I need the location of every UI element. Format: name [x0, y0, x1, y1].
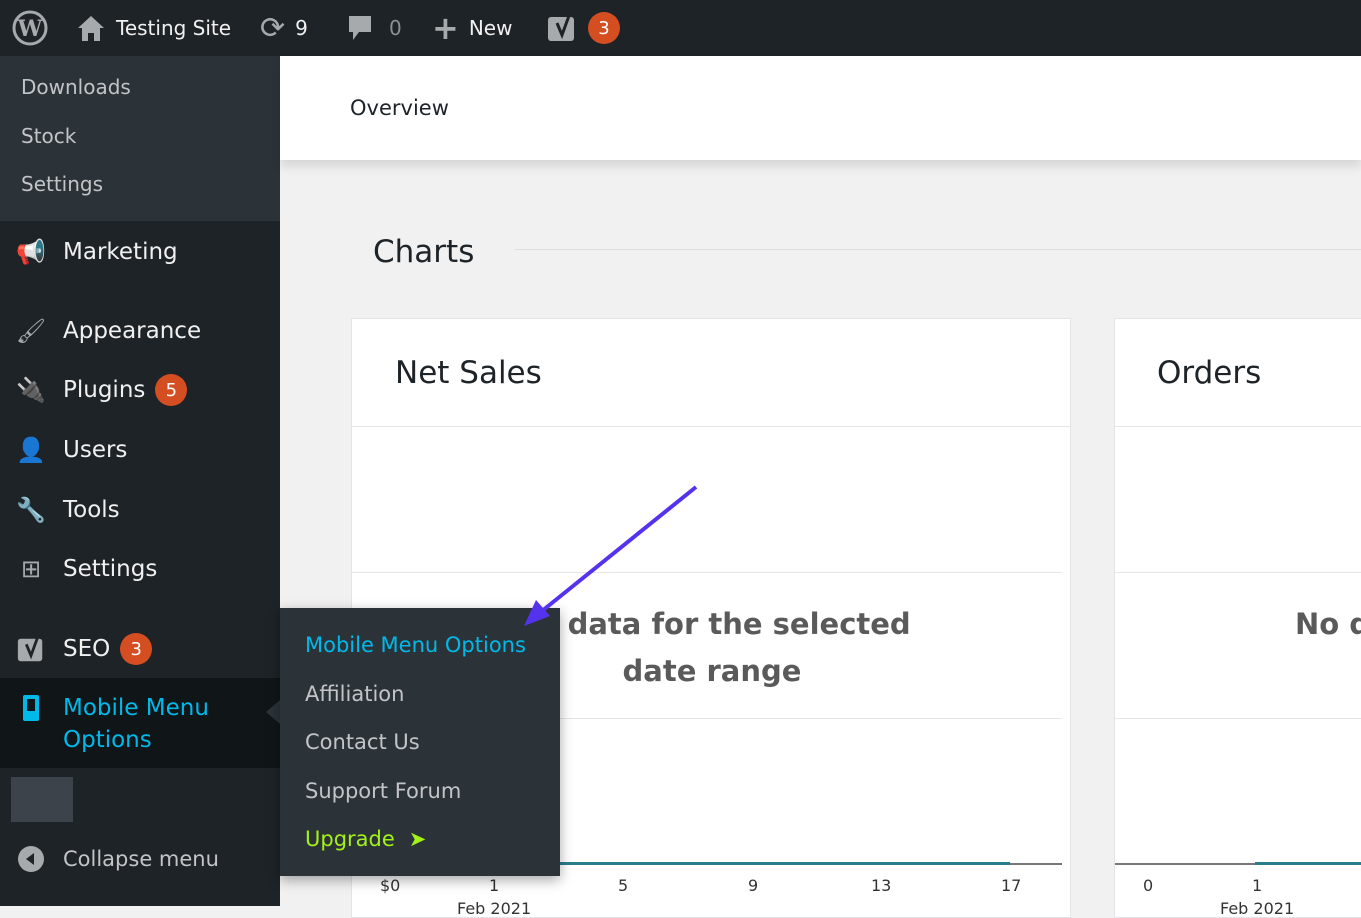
flyout-submenu: Mobile Menu Options Affiliation Contact … [280, 608, 560, 876]
admin-bar: W Testing Site ⟳ 9 0 + New 3 [0, 0, 1361, 56]
sidebar-item-label: Appearance [63, 318, 202, 344]
x-axis [1115, 863, 1361, 865]
sidebar-item-label: Mobile Menu Options [63, 695, 209, 753]
refresh-icon: ⟳ [260, 10, 286, 46]
y-tick-label: $0 [380, 876, 401, 895]
sidebar-item-marketing[interactable]: 📢 Marketing [0, 234, 280, 270]
plugins-badge: 5 [155, 374, 188, 406]
yoast-icon [14, 632, 48, 666]
sidebar-item-seo[interactable]: SEO 3 [0, 630, 280, 668]
flyout-item-affiliation[interactable]: Affiliation [305, 682, 405, 706]
sidebar-item-label: SEO [63, 636, 111, 662]
comment-icon [347, 14, 373, 42]
seo-badge: 3 [588, 12, 620, 44]
yoast-icon [546, 11, 578, 45]
x-tick-label: 13 [871, 876, 892, 895]
site-name: Testing Site [116, 16, 232, 40]
seo-badge: 3 [120, 633, 153, 665]
orders-line [1255, 862, 1361, 865]
sidebar-item-settings[interactable]: ⊞ Settings [0, 551, 280, 587]
card-divider [1115, 426, 1361, 427]
mobile-icon [22, 694, 40, 726]
placeholder-block [11, 777, 73, 822]
submenu-item-settings[interactable]: Settings [21, 172, 104, 196]
sales-line [492, 862, 1010, 865]
flyout-item-support-forum[interactable]: Support Forum [305, 779, 462, 803]
wordpress-logo-icon[interactable]: W [12, 0, 48, 56]
submenu-item-downloads[interactable]: Downloads [21, 75, 131, 99]
collapse-icon [14, 845, 48, 873]
page-header: Overview [280, 56, 1361, 160]
updates-count: 9 [295, 16, 308, 40]
seo-link[interactable]: 3 [546, 0, 620, 56]
new-content-link[interactable]: + New [432, 0, 512, 56]
sidebar-item-plugins[interactable]: 🔌 Plugins 5 [0, 372, 280, 408]
gridline [1115, 572, 1361, 573]
section-title: Charts [373, 234, 475, 270]
orders-card: Orders No d 0 1 Feb 2021 [1114, 318, 1361, 918]
svg-text:W: W [17, 16, 43, 42]
gridline [1115, 718, 1361, 719]
site-name-link[interactable]: Testing Site [76, 0, 231, 56]
card-title: Net Sales [395, 355, 542, 391]
plus-icon: + [432, 9, 459, 47]
updates-link[interactable]: ⟳ 9 [260, 0, 308, 56]
flyout-item-upgrade[interactable]: Upgrade ➤ [305, 827, 426, 851]
x-tick-label: 9 [748, 876, 759, 895]
gridline [352, 572, 1062, 573]
submenu-item-stock[interactable]: Stock [21, 124, 77, 148]
sidebar-item-tools[interactable]: 🔧 Tools [0, 492, 280, 528]
x-axis-sublabel: Feb 2021 [457, 899, 532, 918]
comments-count: 0 [389, 16, 402, 40]
collapse-label: Collapse menu [63, 847, 219, 871]
sidebar-item-label: Marketing [63, 239, 178, 265]
card-divider [352, 426, 1070, 427]
no-data-message: No data for the selected date range [513, 607, 911, 688]
tab-overview[interactable]: Overview [350, 96, 449, 120]
comments-link[interactable]: 0 [347, 0, 402, 56]
section-divider [515, 249, 1361, 250]
sidebar-item-users[interactable]: 👤 Users [0, 432, 280, 468]
x-axis-sublabel: Feb 2021 [1220, 899, 1295, 918]
paintbrush-icon: 🖌 [15, 317, 47, 345]
arrow-right-icon: ➤ [408, 827, 427, 851]
user-icon: 👤 [16, 436, 46, 464]
x-tick-label: 1 [489, 876, 500, 895]
sidebar-item-mobile-menu-options[interactable]: Mobile Menu Options [0, 678, 280, 768]
no-data-message: No d [1295, 607, 1361, 641]
wrench-icon: 🔧 [16, 496, 46, 524]
sidebar-item-label: Settings [63, 556, 158, 582]
sidebar-item-appearance[interactable]: 🖌 Appearance [0, 313, 280, 349]
flyout-item-mobile-menu-options[interactable]: Mobile Menu Options [305, 633, 526, 657]
upgrade-label: Upgrade [305, 827, 395, 851]
flyout-item-contact-us[interactable]: Contact Us [305, 730, 420, 754]
new-label: New [468, 16, 513, 40]
home-icon [76, 14, 106, 42]
megaphone-icon: 📢 [16, 238, 46, 266]
plugin-icon: 🔌 [16, 376, 46, 404]
y-tick-label: 0 [1143, 876, 1154, 895]
collapse-menu-button[interactable]: Collapse menu [0, 842, 280, 876]
sidebar-item-label: Plugins [63, 377, 146, 403]
x-tick-label: 17 [1001, 876, 1022, 895]
submenu [0, 56, 280, 221]
card-title: Orders [1157, 355, 1262, 391]
x-tick-label: 1 [1252, 876, 1263, 895]
submenu-pointer [266, 700, 280, 724]
gridline [352, 718, 1062, 719]
sidebar-item-label: Tools [63, 497, 120, 523]
sidebar-item-label: Users [63, 437, 128, 463]
x-tick-label: 5 [618, 876, 629, 895]
sliders-icon: ⊞ [20, 555, 42, 583]
